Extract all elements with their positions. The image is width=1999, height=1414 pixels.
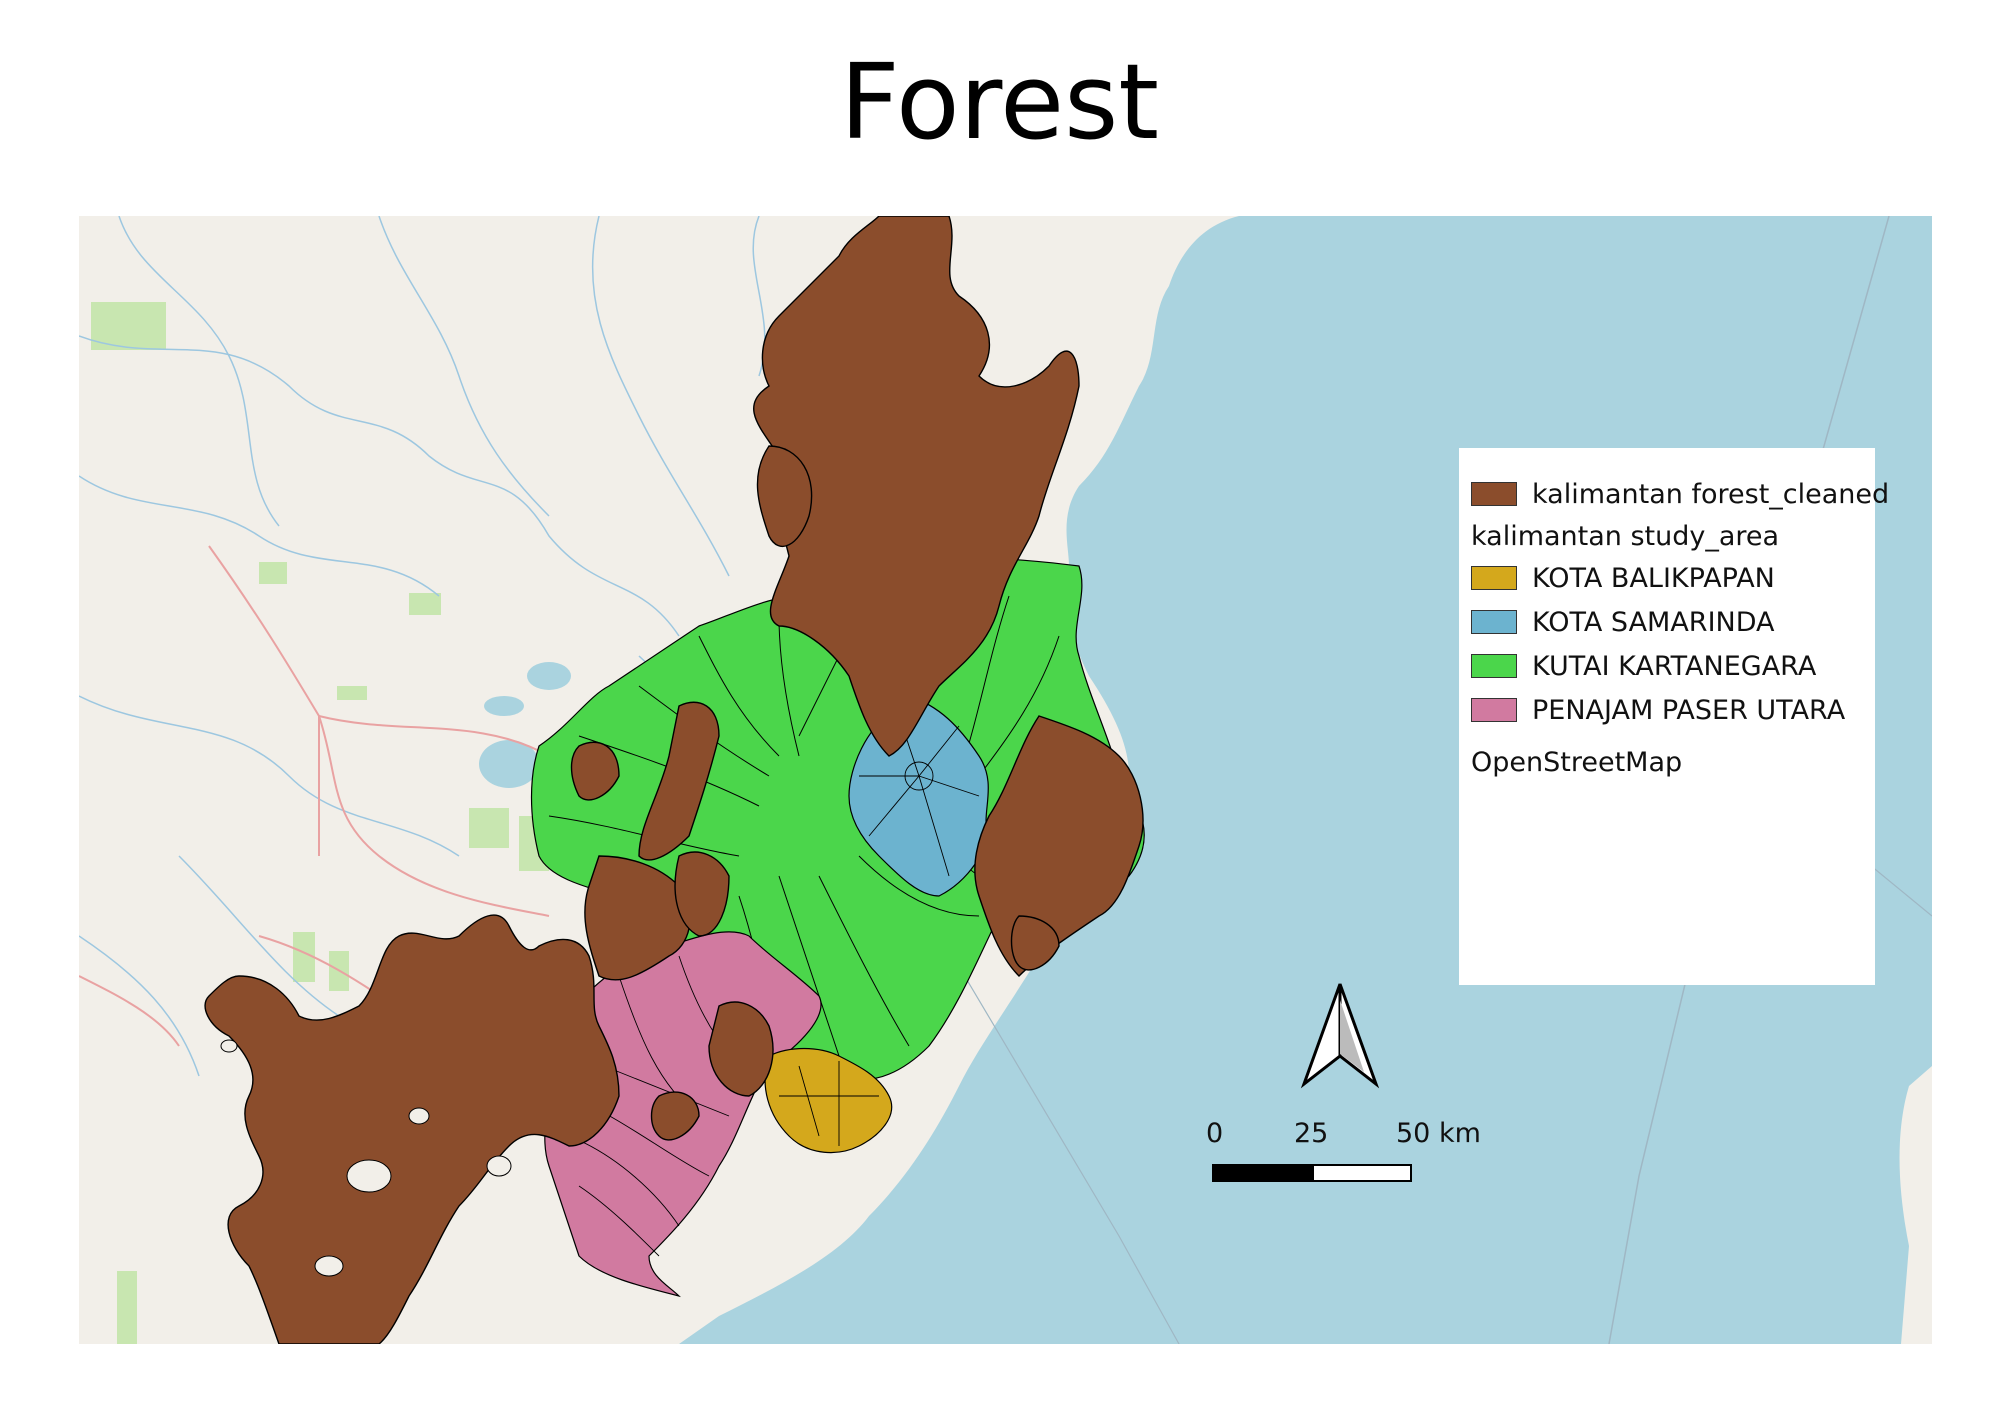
forest-patch <box>708 1001 774 1097</box>
legend-swatch-penajam-paser-utara <box>1471 698 1517 722</box>
lake <box>484 696 524 716</box>
scale-label-25: 25 <box>1294 1118 1329 1149</box>
legend-swatch-kutai-kartanegara <box>1471 654 1517 678</box>
park-area <box>293 932 315 982</box>
forest-patch <box>650 1091 700 1141</box>
forest-patch <box>674 851 730 937</box>
legend-row-kutai-kartanegara: KUTAI KARTANEGARA <box>1471 650 1816 682</box>
region-kota-balikpapan <box>764 1047 893 1154</box>
legend-row-penajam-paser-utara: PENAJAM PASER UTARA <box>1471 694 1845 726</box>
balikpapan-lines <box>779 1061 879 1146</box>
legend-swatch-forest <box>1471 482 1517 506</box>
park-area <box>337 686 367 700</box>
park-area <box>259 562 287 584</box>
forest-patch <box>1010 915 1060 971</box>
legend-label-forest: kalimantan forest_cleaned <box>1532 478 1890 510</box>
lake <box>479 740 539 788</box>
scale-label-0: 0 <box>1206 1118 1224 1149</box>
legend-row-basemap: OpenStreetMap <box>1471 746 1682 778</box>
scale-label-50: 50 km <box>1396 1118 1481 1149</box>
legend-label-penajam-paser-utara: PENAJAM PASER UTARA <box>1532 694 1846 726</box>
scale-bar-black <box>1212 1164 1312 1182</box>
forest-patch <box>638 701 720 861</box>
north-arrow-icon <box>1300 983 1380 1089</box>
legend-group-label: kalimantan study_area <box>1471 520 1780 552</box>
legend-swatch-kota-balikpapan <box>1471 566 1517 590</box>
forest-patch <box>753 216 1080 757</box>
land-right-edge <box>1899 1066 1932 1344</box>
legend-group-title: kalimantan study_area <box>1471 520 1779 552</box>
park-area <box>469 808 509 848</box>
forest-patch <box>756 445 813 548</box>
legend-label-kutai-kartanegara: KUTAI KARTANEGARA <box>1532 650 1817 682</box>
park-area <box>117 1271 137 1344</box>
legend-label-basemap: OpenStreetMap <box>1471 746 1683 778</box>
forest-patch <box>570 741 620 801</box>
rivers <box>79 216 770 1147</box>
legend-row-forest: kalimantan forest_cleaned <box>1471 478 1889 510</box>
forest-patch <box>584 855 691 981</box>
legend-row-kota-balikpapan: KOTA BALIKPAPAN <box>1471 562 1775 594</box>
lake <box>527 662 571 690</box>
park-area <box>91 302 166 350</box>
map-title: Forest <box>839 41 1160 163</box>
forest-layer <box>204 216 1144 1344</box>
legend-row-kota-samarinda: KOTA SAMARINDA <box>1471 606 1775 638</box>
scale-bar-white <box>1312 1164 1412 1182</box>
forest-patch <box>204 914 620 1344</box>
legend-label-kota-samarinda: KOTA SAMARINDA <box>1532 606 1775 638</box>
forest-gaps <box>220 1039 512 1277</box>
map-legend: kalimantan forest_cleaned kalimantan stu… <box>1459 448 1889 985</box>
legend-swatch-kota-samarinda <box>1471 610 1517 634</box>
park-area <box>409 593 441 615</box>
legend-label-kota-balikpapan: KOTA BALIKPAPAN <box>1532 562 1775 594</box>
samarinda-lines <box>859 715 980 877</box>
